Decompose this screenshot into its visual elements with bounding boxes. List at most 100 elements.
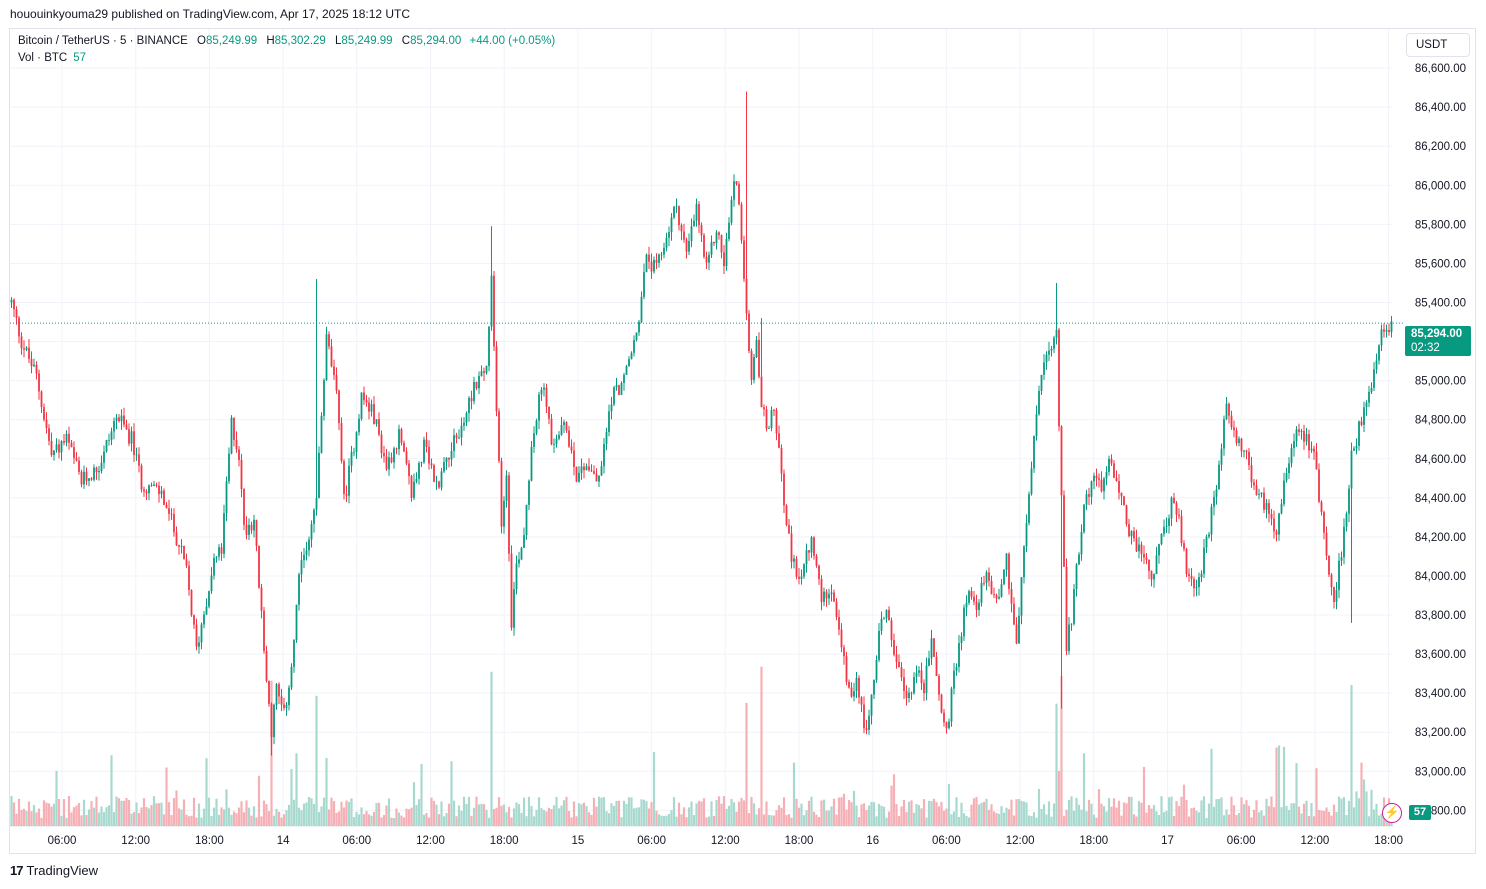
volume-bar: [847, 800, 851, 826]
candle-body: [440, 471, 443, 488]
candle-body: [1310, 448, 1313, 451]
time-tick-label: 14: [277, 835, 290, 847]
volume-bar: [1362, 779, 1366, 826]
candle-body: [1165, 525, 1168, 527]
volume-bar: [722, 796, 726, 826]
candle-body: [1010, 589, 1013, 604]
candle-body: [1375, 360, 1378, 370]
volume-bar: [917, 805, 921, 826]
candle-body: [1203, 547, 1205, 574]
tradingview-brand[interactable]: 17 TradingView: [10, 863, 98, 878]
volume-bar: [372, 811, 376, 826]
volume-bar: [1372, 809, 1376, 826]
candle-body: [418, 463, 420, 479]
volume-bar: [1315, 768, 1318, 826]
candle-body: [1153, 574, 1155, 580]
lightning-icon[interactable]: ⚡: [1382, 803, 1402, 823]
candle-body: [190, 589, 193, 616]
volume-bar: [920, 808, 923, 826]
candle-body: [745, 278, 748, 314]
volume-bar: [607, 813, 611, 826]
candle-body: [633, 340, 635, 353]
volume-bar: [555, 796, 558, 826]
candle-body: [505, 475, 508, 501]
volume-bar: [427, 817, 431, 826]
candle-body: [1268, 503, 1270, 514]
volume-bar: [930, 801, 933, 826]
volume-bar: [245, 800, 248, 826]
volume-bar: [1095, 817, 1098, 826]
candle-body: [868, 715, 870, 730]
volume-bar: [40, 817, 43, 826]
candle-body: [195, 624, 198, 647]
candle-body: [1255, 485, 1258, 495]
volume-bar: [385, 805, 388, 826]
candle-body: [698, 204, 700, 226]
volume-bar: [822, 799, 826, 826]
candle-body: [1230, 415, 1233, 428]
candle-body: [468, 397, 470, 414]
volume-bar: [240, 801, 243, 826]
candle-body: [870, 694, 873, 716]
time-axis[interactable]: 06:00 12:00 18:00 14 06:00 12:00 18:00 15 06:00 1…: [48, 835, 1403, 847]
volume-bar: [1285, 805, 1288, 826]
candle-body: [1383, 329, 1385, 332]
candle-body: [445, 457, 448, 463]
volume-bar: [1015, 799, 1018, 826]
volume-bar: [1165, 810, 1168, 826]
volume-bar: [22, 808, 26, 826]
volume-bar: [415, 805, 418, 826]
candle-body: [1343, 526, 1345, 558]
volume-bar: [1132, 814, 1136, 826]
grid-lines: [10, 29, 1393, 827]
candle-body: [1120, 492, 1123, 497]
volume-bar: [1162, 812, 1166, 826]
volume-bar: [1085, 811, 1088, 826]
symbol-title[interactable]: Bitcoin / TetherUS · 5 · BINANCE: [18, 35, 188, 47]
volume-bar: [175, 790, 178, 826]
volume-bar: [1342, 797, 1346, 826]
volume-label[interactable]: Vol · BTC: [18, 52, 68, 64]
volume-bar: [1075, 797, 1078, 826]
candle-body: [583, 466, 585, 471]
volume-bar: [1172, 816, 1176, 826]
candle-body: [670, 217, 673, 233]
candle-body: [488, 326, 490, 366]
currency-button[interactable]: USDT: [1406, 33, 1470, 57]
volume-bar: [255, 817, 258, 826]
candle-body: [1275, 531, 1278, 535]
volume-bar: [127, 799, 131, 826]
candle-body: [1045, 354, 1048, 363]
volume-bar: [375, 803, 378, 826]
volume-bar: [422, 814, 426, 826]
volume-bar: [285, 810, 288, 826]
candle-body: [653, 259, 655, 272]
candle-body: [60, 441, 63, 453]
candle-body: [295, 604, 298, 641]
candle-body: [1238, 438, 1240, 444]
candle-body: [628, 359, 630, 367]
price-axis[interactable]: 82,800.0083,000.0083,200.0083,400.0083,6…: [1415, 63, 1466, 817]
candle-body: [480, 371, 483, 377]
volume-bar: [80, 815, 83, 826]
volume-bar: [885, 817, 888, 826]
candle-body: [955, 666, 958, 671]
volume-bar: [92, 807, 96, 826]
candle-body: [985, 572, 988, 584]
volume-bar: [552, 805, 556, 826]
volume-bar: [100, 806, 103, 826]
candle-body: [813, 537, 815, 556]
candle-body: [523, 535, 525, 548]
candle-body: [835, 601, 838, 617]
volume-bar: [445, 812, 448, 826]
candle-body: [288, 687, 290, 706]
candle-body: [503, 500, 505, 527]
volume-bar: [467, 796, 471, 826]
candle-body: [193, 615, 195, 625]
volume-bar: [1355, 791, 1358, 826]
high-label: H: [266, 35, 275, 47]
candle-body: [1390, 321, 1393, 333]
candle-body: [233, 417, 235, 440]
volume-bar: [397, 812, 401, 826]
